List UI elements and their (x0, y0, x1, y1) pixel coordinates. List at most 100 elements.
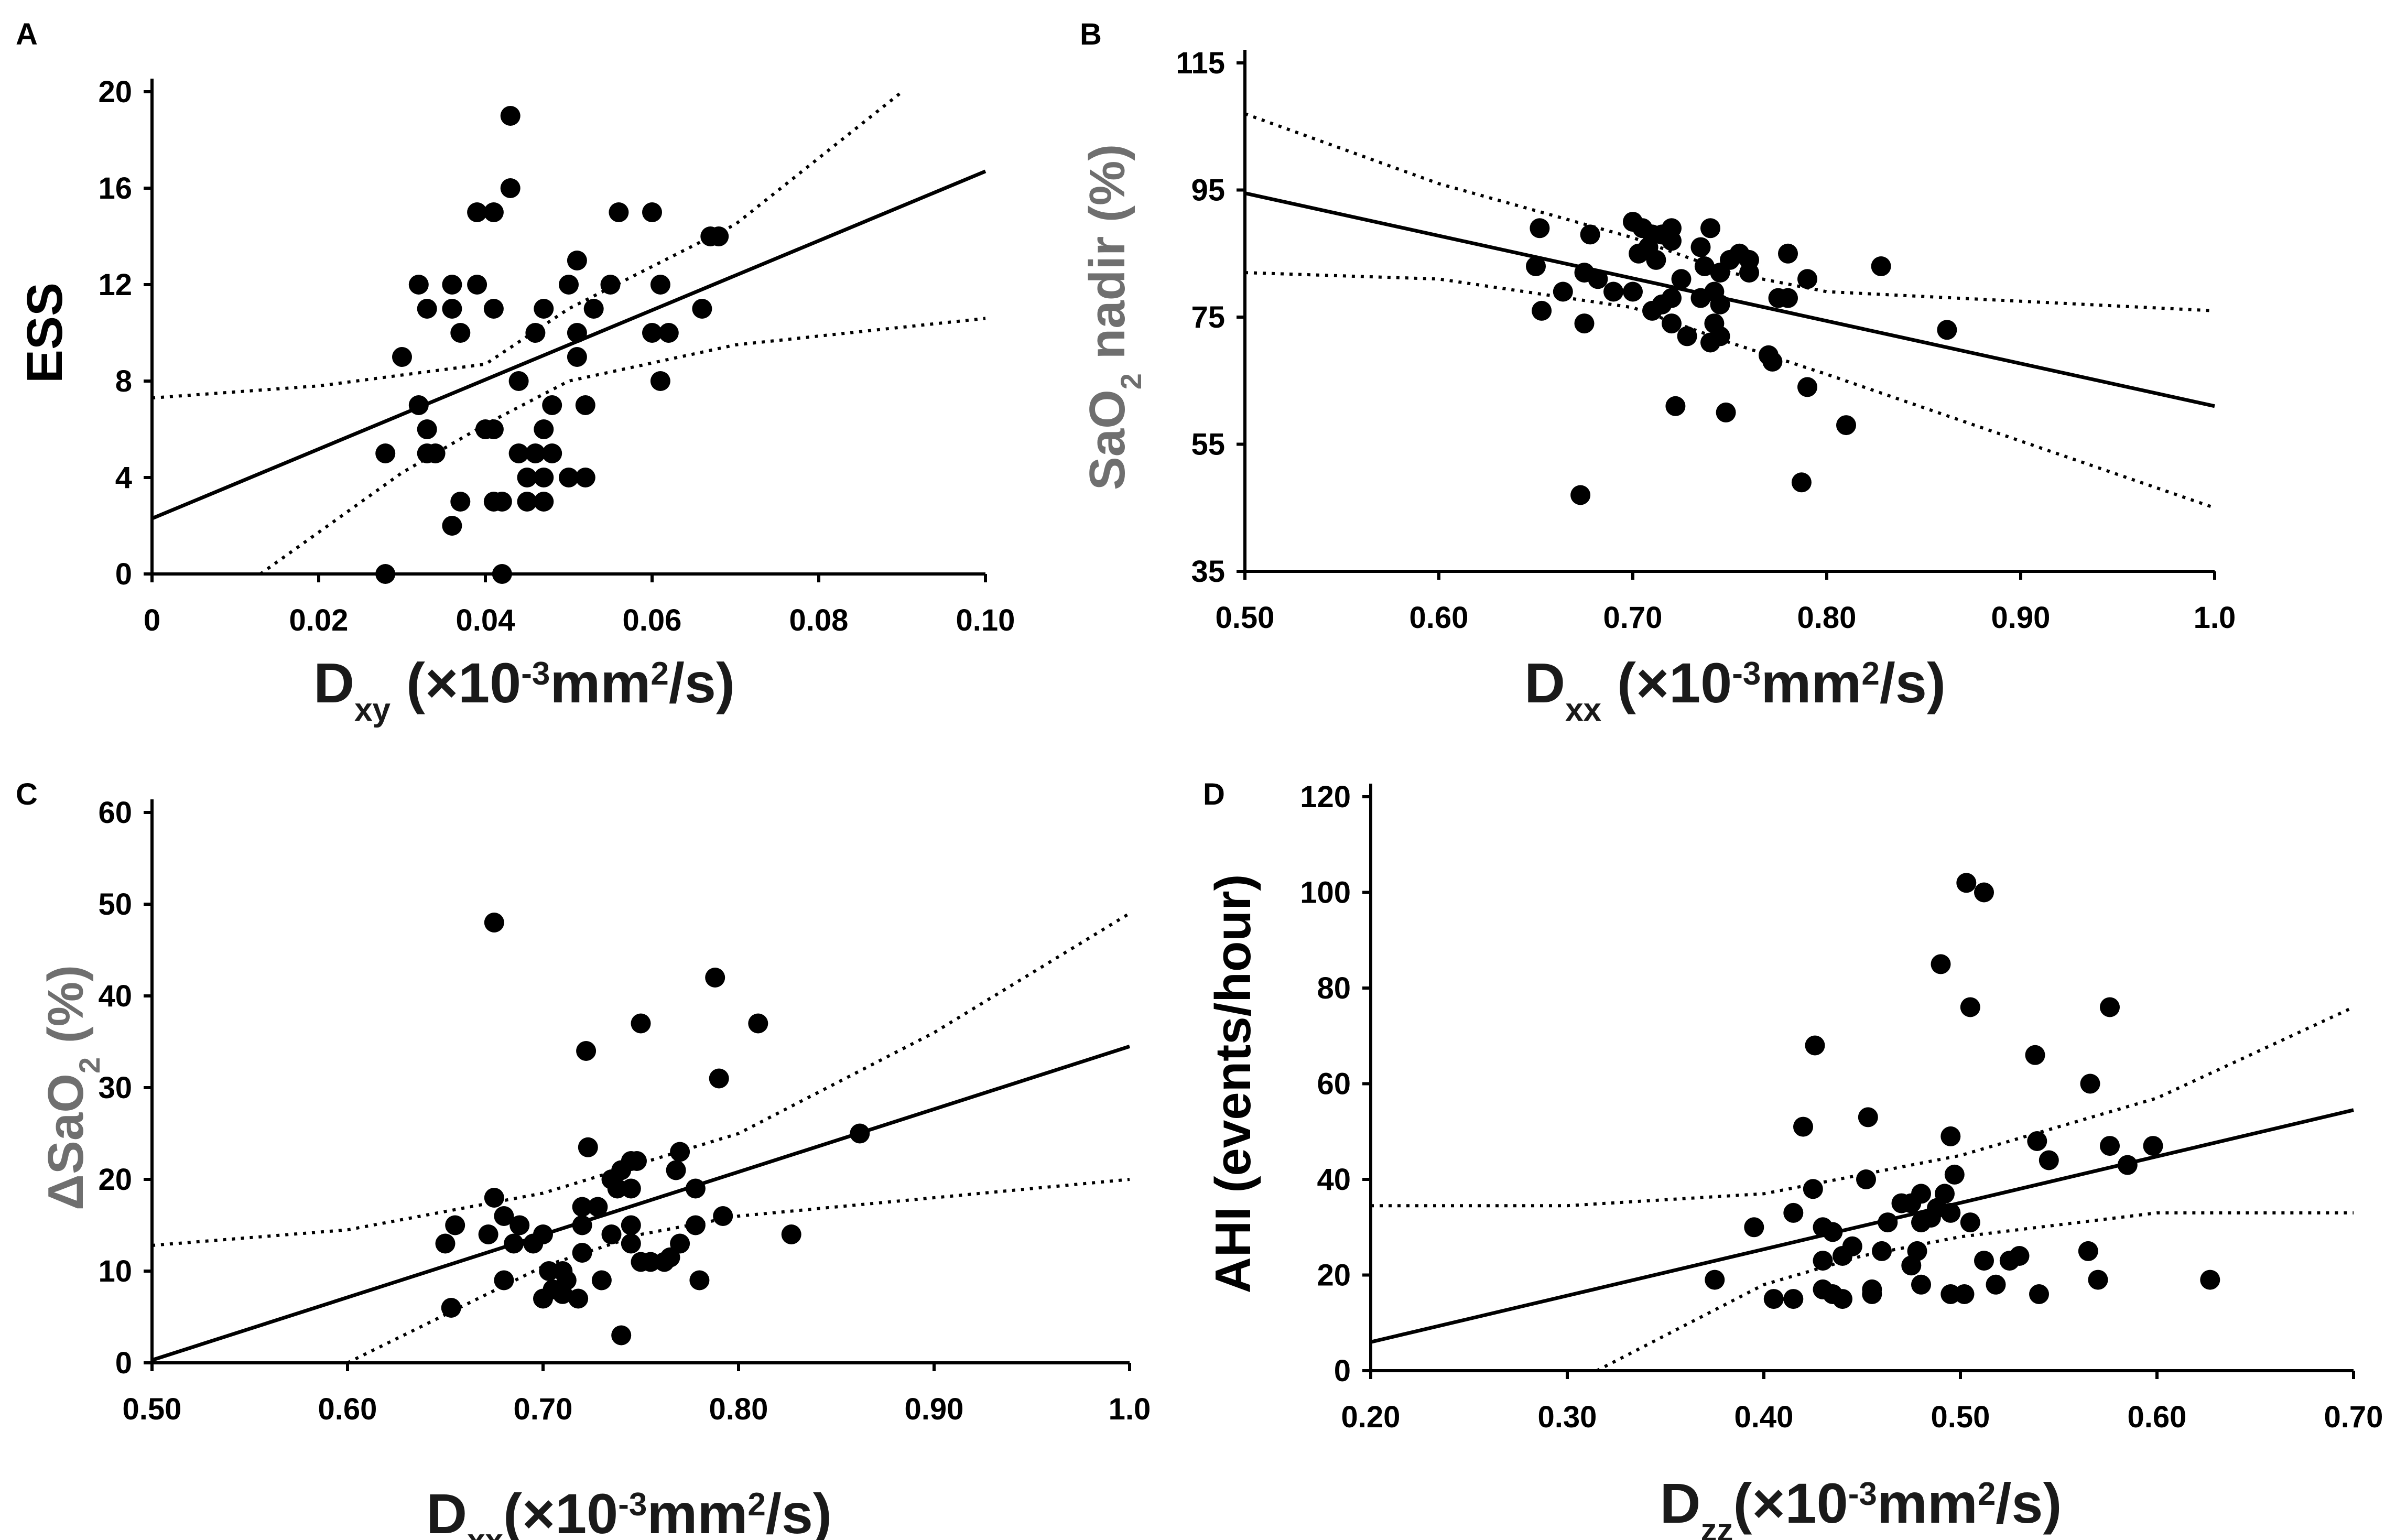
label-superscript: 2 (1978, 1476, 1996, 1512)
data-point (500, 106, 521, 126)
data-point (1710, 294, 1730, 314)
data-point (504, 1233, 524, 1254)
data-point (781, 1224, 801, 1244)
data-point (534, 492, 554, 512)
data-point (600, 275, 621, 295)
data-point (1954, 1284, 1975, 1304)
label-unit: mm (550, 651, 651, 714)
data-point (1937, 320, 1957, 340)
data-point (467, 275, 487, 295)
data-point (559, 468, 579, 487)
data-point (1974, 1251, 1994, 1271)
x-tick-label: 0.40 (1734, 1400, 1794, 1434)
data-point (1797, 269, 1817, 289)
label-base: D (426, 1482, 467, 1540)
data-point (517, 468, 537, 487)
x-tick-label: 0.50 (1216, 601, 1275, 635)
data-point (408, 395, 429, 415)
data-point (2200, 1270, 2220, 1290)
data-point (1690, 237, 1711, 257)
label-unit: mm (647, 1482, 747, 1540)
y-axis-label: ESS (17, 283, 73, 383)
data-point (450, 492, 471, 512)
panel-c: C 0 10 20 30 40 50 60 0.50 0.60 0.70 0.80 0.90 1.0 ΔSa… (16, 777, 1151, 1540)
regression-line (152, 1044, 1131, 1362)
data-point (559, 275, 579, 295)
data-point (435, 1233, 456, 1254)
data-point (575, 395, 595, 415)
y-tick-label: 8 (115, 364, 132, 398)
x-axis-label: Dxx(×10-3mm2/s) (426, 1482, 832, 1540)
data-point (478, 1224, 498, 1244)
data-point (492, 492, 512, 512)
x-tick-label: 0 (144, 603, 160, 637)
data-point (494, 1206, 514, 1226)
ci-lower-line (346, 1178, 1130, 1363)
label-text: nadir (%) (1079, 144, 1135, 373)
data-point (685, 1215, 706, 1235)
label-subscript: 2 (1114, 373, 1147, 389)
data-point (1783, 1202, 1804, 1223)
data-point (445, 1215, 465, 1235)
data-point (650, 371, 670, 391)
panel-b: B 35 55 75 95 115 0.50 0.60 0.70 0.80 0.90 1.0 SaO2 … (1079, 17, 2236, 728)
data-point (1911, 1274, 1931, 1295)
y-tick-label: 55 (1191, 428, 1225, 462)
y-tick-label: 115 (1176, 46, 1225, 80)
panel-d: D 0 20 40 60 80 100 120 0.20 0.30 0.40 0.50 0.60 0.70… (1203, 777, 2383, 1540)
data-point (375, 564, 396, 584)
data-point (666, 1160, 686, 1180)
data-point (2078, 1241, 2098, 1261)
y-tick-label: 60 (1317, 1067, 1351, 1101)
label-text: /s) (669, 651, 735, 714)
label-superscript: 2 (747, 1487, 765, 1523)
data-point (1662, 288, 1682, 308)
data-point (483, 202, 504, 222)
data-point (542, 395, 562, 415)
data-point (392, 347, 412, 367)
data-point (442, 275, 462, 295)
label-unit: mm (1761, 651, 1861, 714)
data-point (2100, 1136, 2120, 1156)
data-point (1803, 1179, 1823, 1199)
data-point (533, 1288, 553, 1309)
data-point (689, 1270, 710, 1290)
data-point (552, 1284, 573, 1304)
ci-lower-line (1245, 271, 2215, 509)
data-point (621, 1215, 641, 1235)
x-tick-label: 0.60 (2128, 1400, 2187, 1434)
label-base: D (313, 651, 354, 714)
data-point (442, 299, 462, 319)
label-subscript: zz (1701, 1512, 1733, 1540)
data-point (1833, 1289, 1852, 1309)
data-point (1778, 243, 1798, 264)
x-tick-label: 0.06 (623, 603, 682, 637)
data-point (1778, 288, 1798, 308)
data-point (492, 564, 512, 584)
y-tick-label: 60 (98, 796, 132, 830)
data-point (583, 299, 604, 319)
x-tick-label: 0.08 (789, 603, 849, 637)
data-point (500, 178, 521, 198)
x-tick-label: 1.0 (2194, 601, 2236, 635)
data-point (850, 1123, 870, 1144)
data-point (467, 202, 487, 222)
label-text: /s) (1880, 651, 1946, 714)
data-point (508, 371, 529, 391)
label-text: (%) (38, 965, 94, 1057)
data-point (417, 419, 437, 439)
data-point (375, 443, 396, 463)
x-tick-label: 0.04 (456, 603, 515, 637)
data-point (1974, 882, 1994, 903)
ci-upper-line (1245, 112, 2215, 312)
x-tick-label: 0.02 (289, 603, 349, 637)
data-point (709, 226, 729, 246)
y-axis-label: SaO2 nadir (%) (1079, 144, 1147, 491)
ci-lower-line (1596, 1211, 2354, 1371)
data-point (685, 1178, 706, 1199)
data-point (1823, 1222, 1843, 1242)
y-tick-label: 35 (1191, 555, 1225, 589)
data-point (631, 1013, 651, 1034)
data-point (627, 1151, 647, 1171)
